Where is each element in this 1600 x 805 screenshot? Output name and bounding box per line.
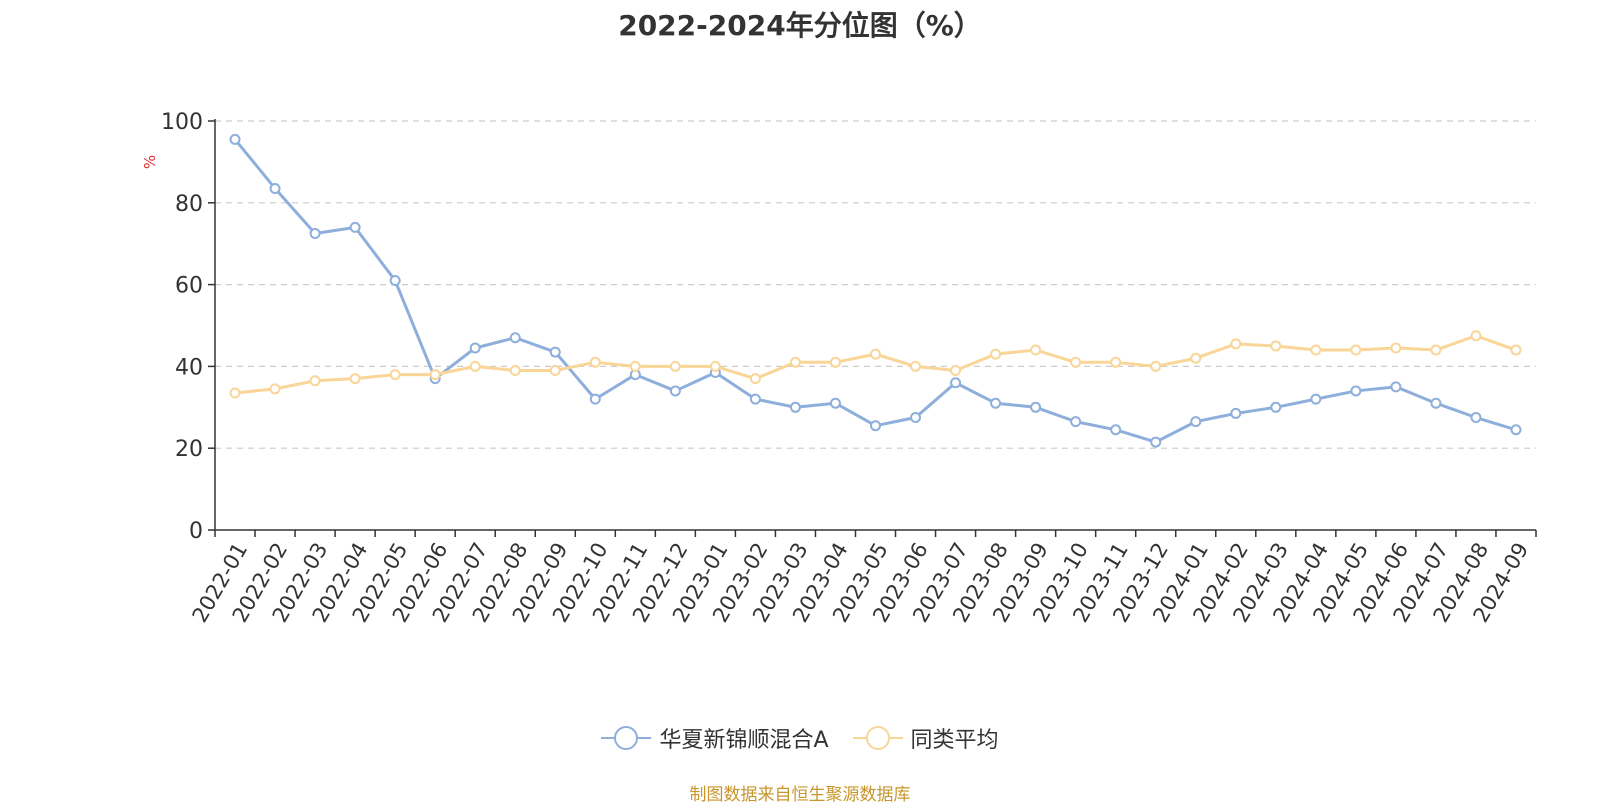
data-point bbox=[1110, 356, 1122, 368]
legend: 华夏新锦顺混合A 同类平均 bbox=[0, 722, 1600, 754]
data-point bbox=[509, 364, 521, 376]
source-note: 制图数据来自恒生聚源数据库 bbox=[689, 785, 911, 805]
data-point bbox=[349, 373, 361, 385]
data-point bbox=[870, 348, 881, 360]
y-tick-label: 0 bbox=[189, 519, 203, 544]
data-point bbox=[1110, 424, 1122, 436]
y-tick-label: 40 bbox=[175, 355, 203, 380]
data-point bbox=[269, 182, 281, 194]
data-point bbox=[1470, 412, 1482, 424]
data-point bbox=[1190, 416, 1202, 428]
data-point bbox=[1150, 360, 1162, 372]
y-tick-label: 80 bbox=[175, 192, 203, 217]
legend-label: 华夏新锦顺混合A bbox=[659, 728, 829, 753]
data-point bbox=[1390, 381, 1402, 393]
legend-label: 同类平均 bbox=[910, 728, 999, 753]
series-line-1 bbox=[233, 138, 1517, 444]
y-axis-label: % bbox=[141, 155, 159, 169]
y-tick-label: 100 bbox=[161, 110, 203, 135]
data-point bbox=[829, 356, 841, 368]
data-point bbox=[389, 275, 401, 287]
data-point bbox=[1510, 344, 1522, 356]
y-tick-label: 20 bbox=[175, 437, 203, 462]
data-point bbox=[829, 397, 841, 409]
data-point bbox=[1230, 407, 1242, 419]
data-point bbox=[269, 383, 281, 395]
legend-line-circle-icon bbox=[852, 726, 903, 750]
data-point bbox=[1310, 393, 1322, 405]
data-point bbox=[709, 360, 721, 372]
legend-line-circle-icon bbox=[601, 726, 652, 750]
axes bbox=[208, 119, 1537, 537]
data-point bbox=[990, 397, 1002, 409]
data-point bbox=[549, 346, 561, 358]
chart-title: 2022-2024年分位图（%） bbox=[618, 9, 982, 42]
data-point bbox=[990, 348, 1002, 360]
grid-lines bbox=[215, 120, 1536, 449]
data-point bbox=[589, 356, 601, 368]
data-point bbox=[669, 360, 681, 372]
series-line-2 bbox=[234, 334, 1517, 395]
data-point bbox=[1510, 424, 1522, 436]
axis-labels: 0204060801002022-012022-022022-032022-04… bbox=[141, 110, 1533, 626]
data-point bbox=[389, 369, 401, 381]
data-point bbox=[589, 393, 601, 405]
data-point bbox=[1230, 338, 1242, 350]
data-point bbox=[629, 360, 641, 372]
data-point bbox=[469, 342, 481, 354]
data-point bbox=[910, 360, 922, 372]
data-point bbox=[309, 375, 321, 387]
data-point bbox=[1030, 344, 1042, 356]
data-point bbox=[1270, 340, 1282, 352]
data-point bbox=[229, 387, 241, 399]
data-point bbox=[789, 401, 801, 413]
data-point bbox=[429, 369, 441, 381]
data-point bbox=[749, 393, 761, 405]
data-point bbox=[870, 420, 881, 432]
data-point bbox=[309, 227, 321, 239]
data-point bbox=[509, 332, 521, 344]
y-tick-label: 60 bbox=[175, 274, 203, 299]
data-point bbox=[1430, 397, 1442, 409]
data-point bbox=[749, 373, 761, 385]
data-point bbox=[229, 133, 241, 145]
data-point bbox=[1350, 344, 1362, 356]
data-point bbox=[1430, 344, 1442, 356]
data-point bbox=[1470, 330, 1482, 342]
data-point bbox=[1190, 352, 1202, 364]
data-point bbox=[910, 412, 922, 424]
data-point bbox=[1030, 401, 1042, 413]
data-point bbox=[1070, 416, 1082, 428]
data-point bbox=[1390, 342, 1402, 354]
data-point bbox=[1350, 385, 1362, 397]
data-point bbox=[669, 385, 681, 397]
series-lines bbox=[229, 133, 1522, 448]
data-point bbox=[1310, 344, 1322, 356]
data-point bbox=[469, 360, 481, 372]
data-point bbox=[1070, 356, 1082, 368]
legend-item-series-1[interactable]: 华夏新锦顺混合A bbox=[601, 722, 829, 754]
data-point bbox=[549, 364, 561, 376]
data-point bbox=[1150, 436, 1162, 448]
data-point bbox=[950, 377, 962, 389]
data-point bbox=[349, 221, 361, 233]
data-point bbox=[1270, 401, 1282, 413]
data-point bbox=[789, 356, 801, 368]
data-point bbox=[950, 364, 962, 376]
legend-item-series-2[interactable]: 同类平均 bbox=[852, 722, 999, 754]
